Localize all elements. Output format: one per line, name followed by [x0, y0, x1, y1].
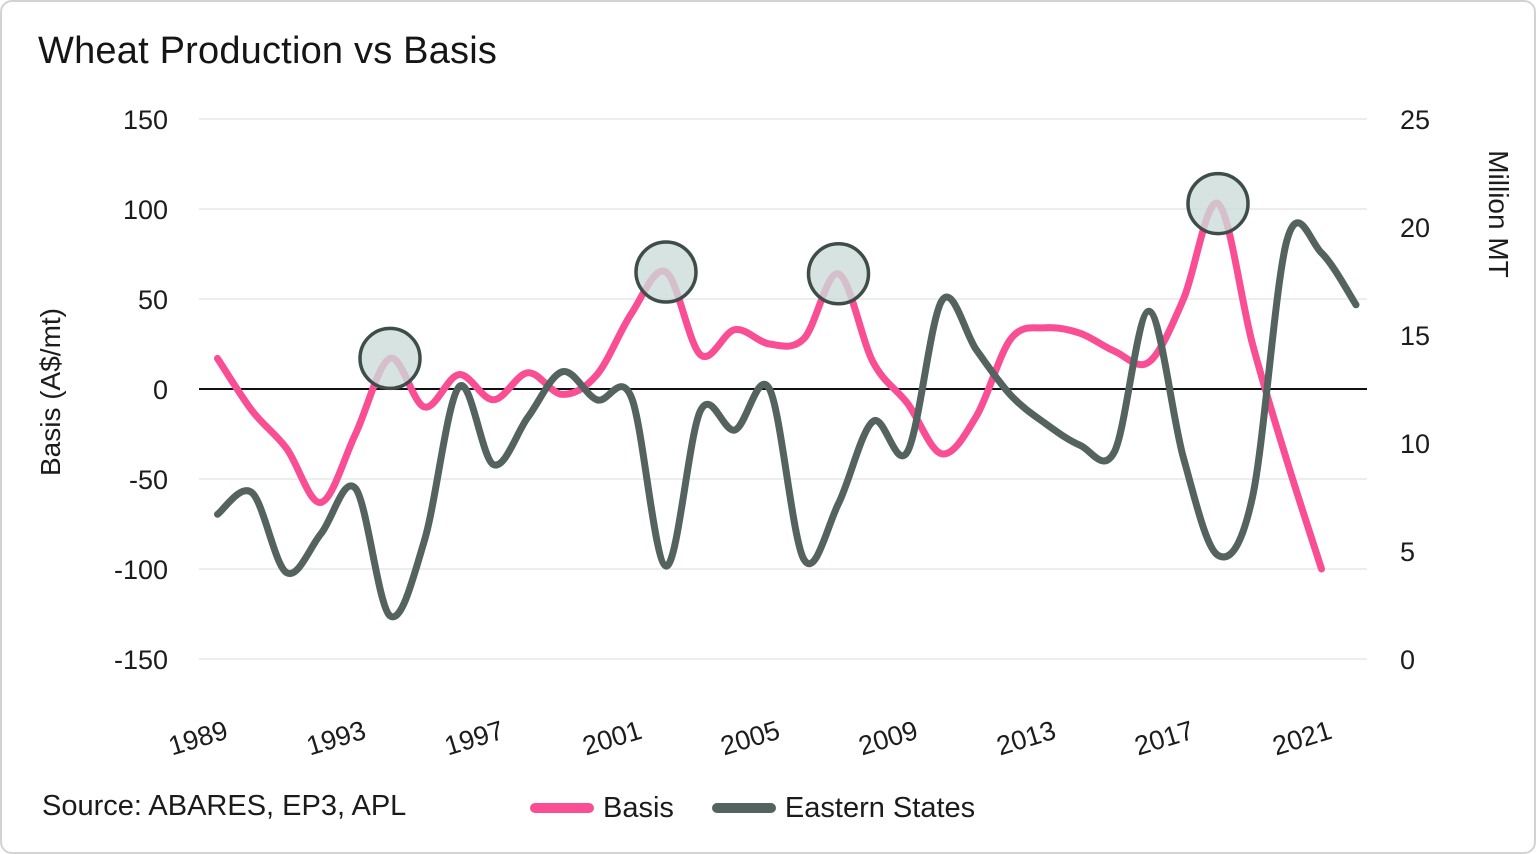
legend-label-basis: Basis — [603, 791, 674, 824]
source-note: Source: ABARES, EP3, APL — [42, 790, 407, 822]
y-left-tick-label: -100 — [114, 555, 168, 585]
x-tick-label: 2001 — [579, 715, 645, 761]
chart-title: Wheat Production vs Basis — [38, 30, 498, 72]
highlight-circle-2018 — [1186, 171, 1250, 236]
x-tick-label: 1993 — [303, 715, 369, 761]
eastern-states-line-swatch — [711, 803, 776, 813]
highlight-circle-2002 — [634, 240, 698, 304]
x-tick-label: 2005 — [717, 715, 783, 761]
y-left-tick-label: 100 — [123, 195, 168, 225]
y-left-tick-label: -50 — [129, 465, 168, 495]
y-right-tick-label: 15 — [1400, 321, 1430, 351]
legend: Basis Eastern States — [530, 788, 975, 828]
y-left-tick-label: 50 — [138, 285, 168, 315]
legend-item-eastern-states: Eastern States — [711, 791, 976, 825]
x-tick-label: 2021 — [1269, 715, 1335, 761]
y-right-tick-label: 5 — [1400, 537, 1415, 567]
legend-label-eastern-states: Eastern States — [784, 791, 976, 824]
y-right-axis-title: Million MT — [1483, 150, 1514, 278]
y-right-tick-label: 20 — [1400, 213, 1430, 243]
eastern-states-line — [214, 219, 1360, 621]
x-tick-label: 2013 — [993, 715, 1059, 761]
x-tick-label: 2017 — [1131, 715, 1197, 761]
y-left-tick-label: 150 — [123, 105, 168, 135]
y-left-axis-title: Basis (A$/mt) — [35, 308, 66, 476]
y-right-tick-label: 10 — [1400, 429, 1430, 459]
x-tick-label: 1997 — [441, 715, 507, 761]
chart-footer: Source: ABARES, EP3, APL Basis Eastern S… — [2, 788, 1534, 832]
x-tick-label: 2009 — [855, 715, 921, 761]
highlight-circle-2007 — [806, 242, 871, 306]
legend-item-basis: Basis — [530, 792, 674, 825]
highlight-circles-layer — [358, 171, 1250, 391]
y-right-tick-label: 25 — [1400, 105, 1430, 135]
y-right-tick-label: 0 — [1400, 645, 1415, 675]
series-layer — [214, 200, 1360, 621]
y-left-tick-label: -150 — [114, 645, 168, 675]
highlight-circle-1994 — [358, 326, 422, 391]
basis-line-swatch — [530, 803, 594, 813]
y-left-tick-label: 0 — [153, 375, 168, 405]
x-tick-label: 1989 — [165, 715, 231, 761]
